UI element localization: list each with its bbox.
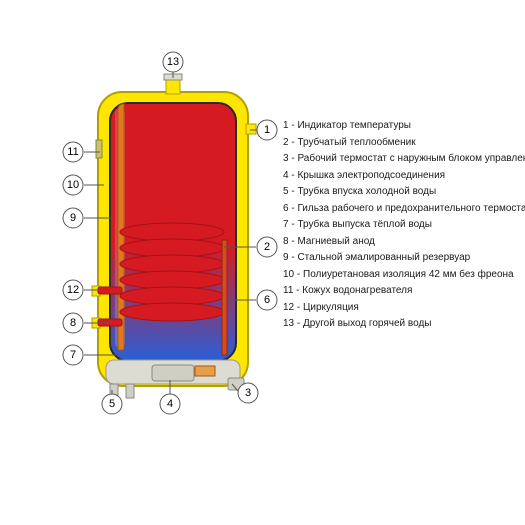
legend-item: 5 - Трубка впуска холодной воды (283, 184, 525, 201)
legend-item: 2 - Трубчатый теплообменик (283, 135, 525, 152)
legend-item: 1 - Индикатор температуры (283, 118, 525, 135)
svg-text:12: 12 (67, 284, 79, 296)
svg-text:2: 2 (264, 241, 270, 253)
legend-item: 13 - Другой выход горячей воды (283, 316, 525, 333)
svg-text:10: 10 (67, 179, 79, 191)
legend-item: 4 - Крышка электроподсоединения (283, 168, 525, 185)
svg-text:7: 7 (70, 349, 76, 361)
svg-text:4: 4 (167, 398, 173, 410)
svg-text:3: 3 (245, 387, 251, 399)
legend: 1 - Индикатор температуры 2 - Трубчатый … (283, 118, 525, 333)
legend-item: 10 - Полиуретановая изоляция 42 мм без ф… (283, 267, 525, 284)
thermostat-sleeve (222, 240, 227, 355)
legend-item: 12 - Циркуляция (283, 300, 525, 317)
legend-item: 6 - Гильза рабочего и предохранительного… (283, 201, 525, 218)
legend-item: 9 - Стальной эмалированный резервуар (283, 250, 525, 267)
legend-item: 11 - Кожух водонагревателя (283, 283, 525, 300)
svg-text:13: 13 (167, 56, 179, 68)
legend-item: 8 - Магниевый анод (283, 234, 525, 251)
svg-text:9: 9 (70, 212, 76, 224)
svg-text:8: 8 (70, 317, 76, 329)
svg-text:1: 1 (264, 124, 270, 136)
legend-item: 7 - Трубка выпуска тёплой воды (283, 217, 525, 234)
legend-item: 3 - Рабочий термостат с наружным блоком … (283, 151, 525, 168)
svg-text:11: 11 (67, 146, 78, 158)
water-heater-diagram: { "diagram": { "type": "cutaway-infograp… (0, 0, 525, 525)
svg-text:6: 6 (264, 294, 270, 306)
base (106, 360, 244, 398)
svg-text:5: 5 (109, 398, 115, 410)
